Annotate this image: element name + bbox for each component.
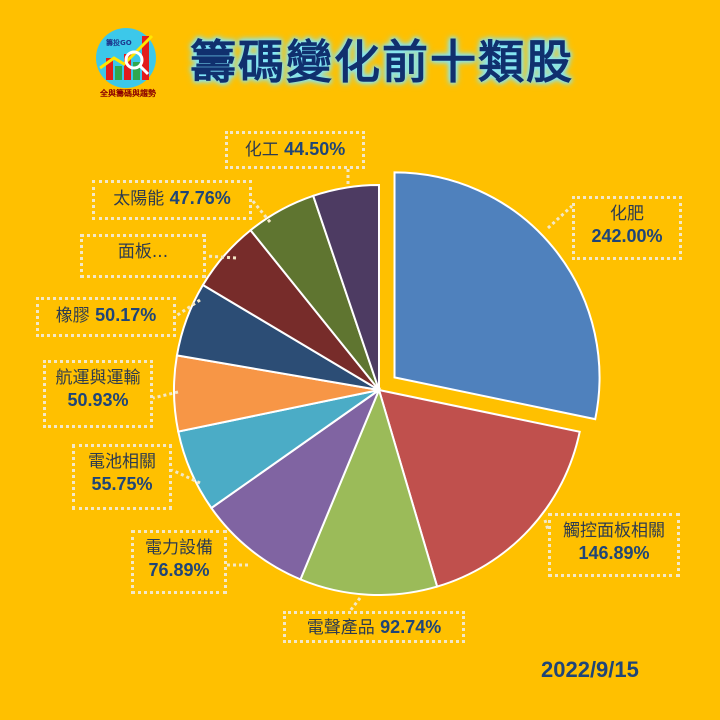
label-name: 橡膠: [55, 306, 90, 326]
label-name: 電池相關: [88, 452, 156, 472]
leader-line: [250, 199, 272, 223]
leader-line: [546, 204, 574, 230]
page-title: 籌碼變化前十類股: [190, 35, 574, 89]
logo: 籌投GO 全與籌碼與趨勢: [92, 28, 164, 100]
pie-slice-觸控面板相關: [377, 388, 581, 588]
label-value: 50.93%: [67, 390, 129, 410]
chart-trend-icon: [99, 34, 154, 80]
label-name: 化肥: [610, 204, 644, 224]
label-name: 面板...: [117, 242, 169, 262]
label-value: 50.17%: [95, 305, 157, 325]
label-觸控面板相關: 觸控面板相關 146.89%: [548, 513, 680, 577]
pie-slice-化肥: [393, 171, 601, 421]
pie-slice-電力設備: [209, 387, 382, 581]
leader-line: [348, 597, 362, 612]
pie-slice-電聲產品: [299, 387, 439, 596]
leader-line: [175, 298, 201, 318]
label-value: 55.75%: [91, 474, 153, 494]
logo-top-text: 籌投GO: [106, 39, 132, 47]
label-name: 化工: [244, 140, 279, 160]
label-化工: 化工 44.50%: [225, 131, 365, 169]
pie-slice-化工: [311, 183, 380, 391]
leader-line: [152, 390, 179, 400]
label-name: 太陽能: [113, 189, 165, 209]
logo-circle-icon: [96, 28, 156, 88]
label-電池相關: 電池相關 55.75%: [72, 444, 172, 510]
label-電力設備: 電力設備 76.89%: [131, 530, 227, 594]
label-value: 44.50%: [284, 139, 346, 159]
label-面板: 面板...: [80, 234, 206, 278]
label-name: 電聲產品: [306, 618, 375, 638]
label-電聲產品: 電聲產品 92.74%: [283, 611, 465, 643]
label-value: 242.00%: [591, 226, 663, 246]
label-value: 76.89%: [148, 560, 210, 580]
label-name: 電力設備: [145, 538, 213, 558]
label-橡膠: 橡膠 50.17%: [36, 297, 176, 337]
leader-line: [205, 254, 237, 260]
label-太陽能: 太陽能 47.76%: [92, 180, 252, 220]
date-label: 2022/9/15: [541, 657, 639, 682]
label-化肥: 化肥 242.00%: [572, 196, 682, 260]
logo-bottom-text: 全與籌碼與趨勢: [100, 89, 156, 98]
label-value: 92.74%: [380, 617, 442, 637]
label-航運與運輸: 航運與運輸 50.93%: [43, 360, 153, 428]
label-name: 航運與運輸: [55, 368, 141, 388]
leader-line: [543, 519, 550, 531]
label-name: 觸控面板相關: [563, 521, 665, 541]
label-value: 47.76%: [169, 188, 231, 208]
label-value: 146.89%: [578, 543, 650, 563]
leader-line: [171, 468, 201, 485]
